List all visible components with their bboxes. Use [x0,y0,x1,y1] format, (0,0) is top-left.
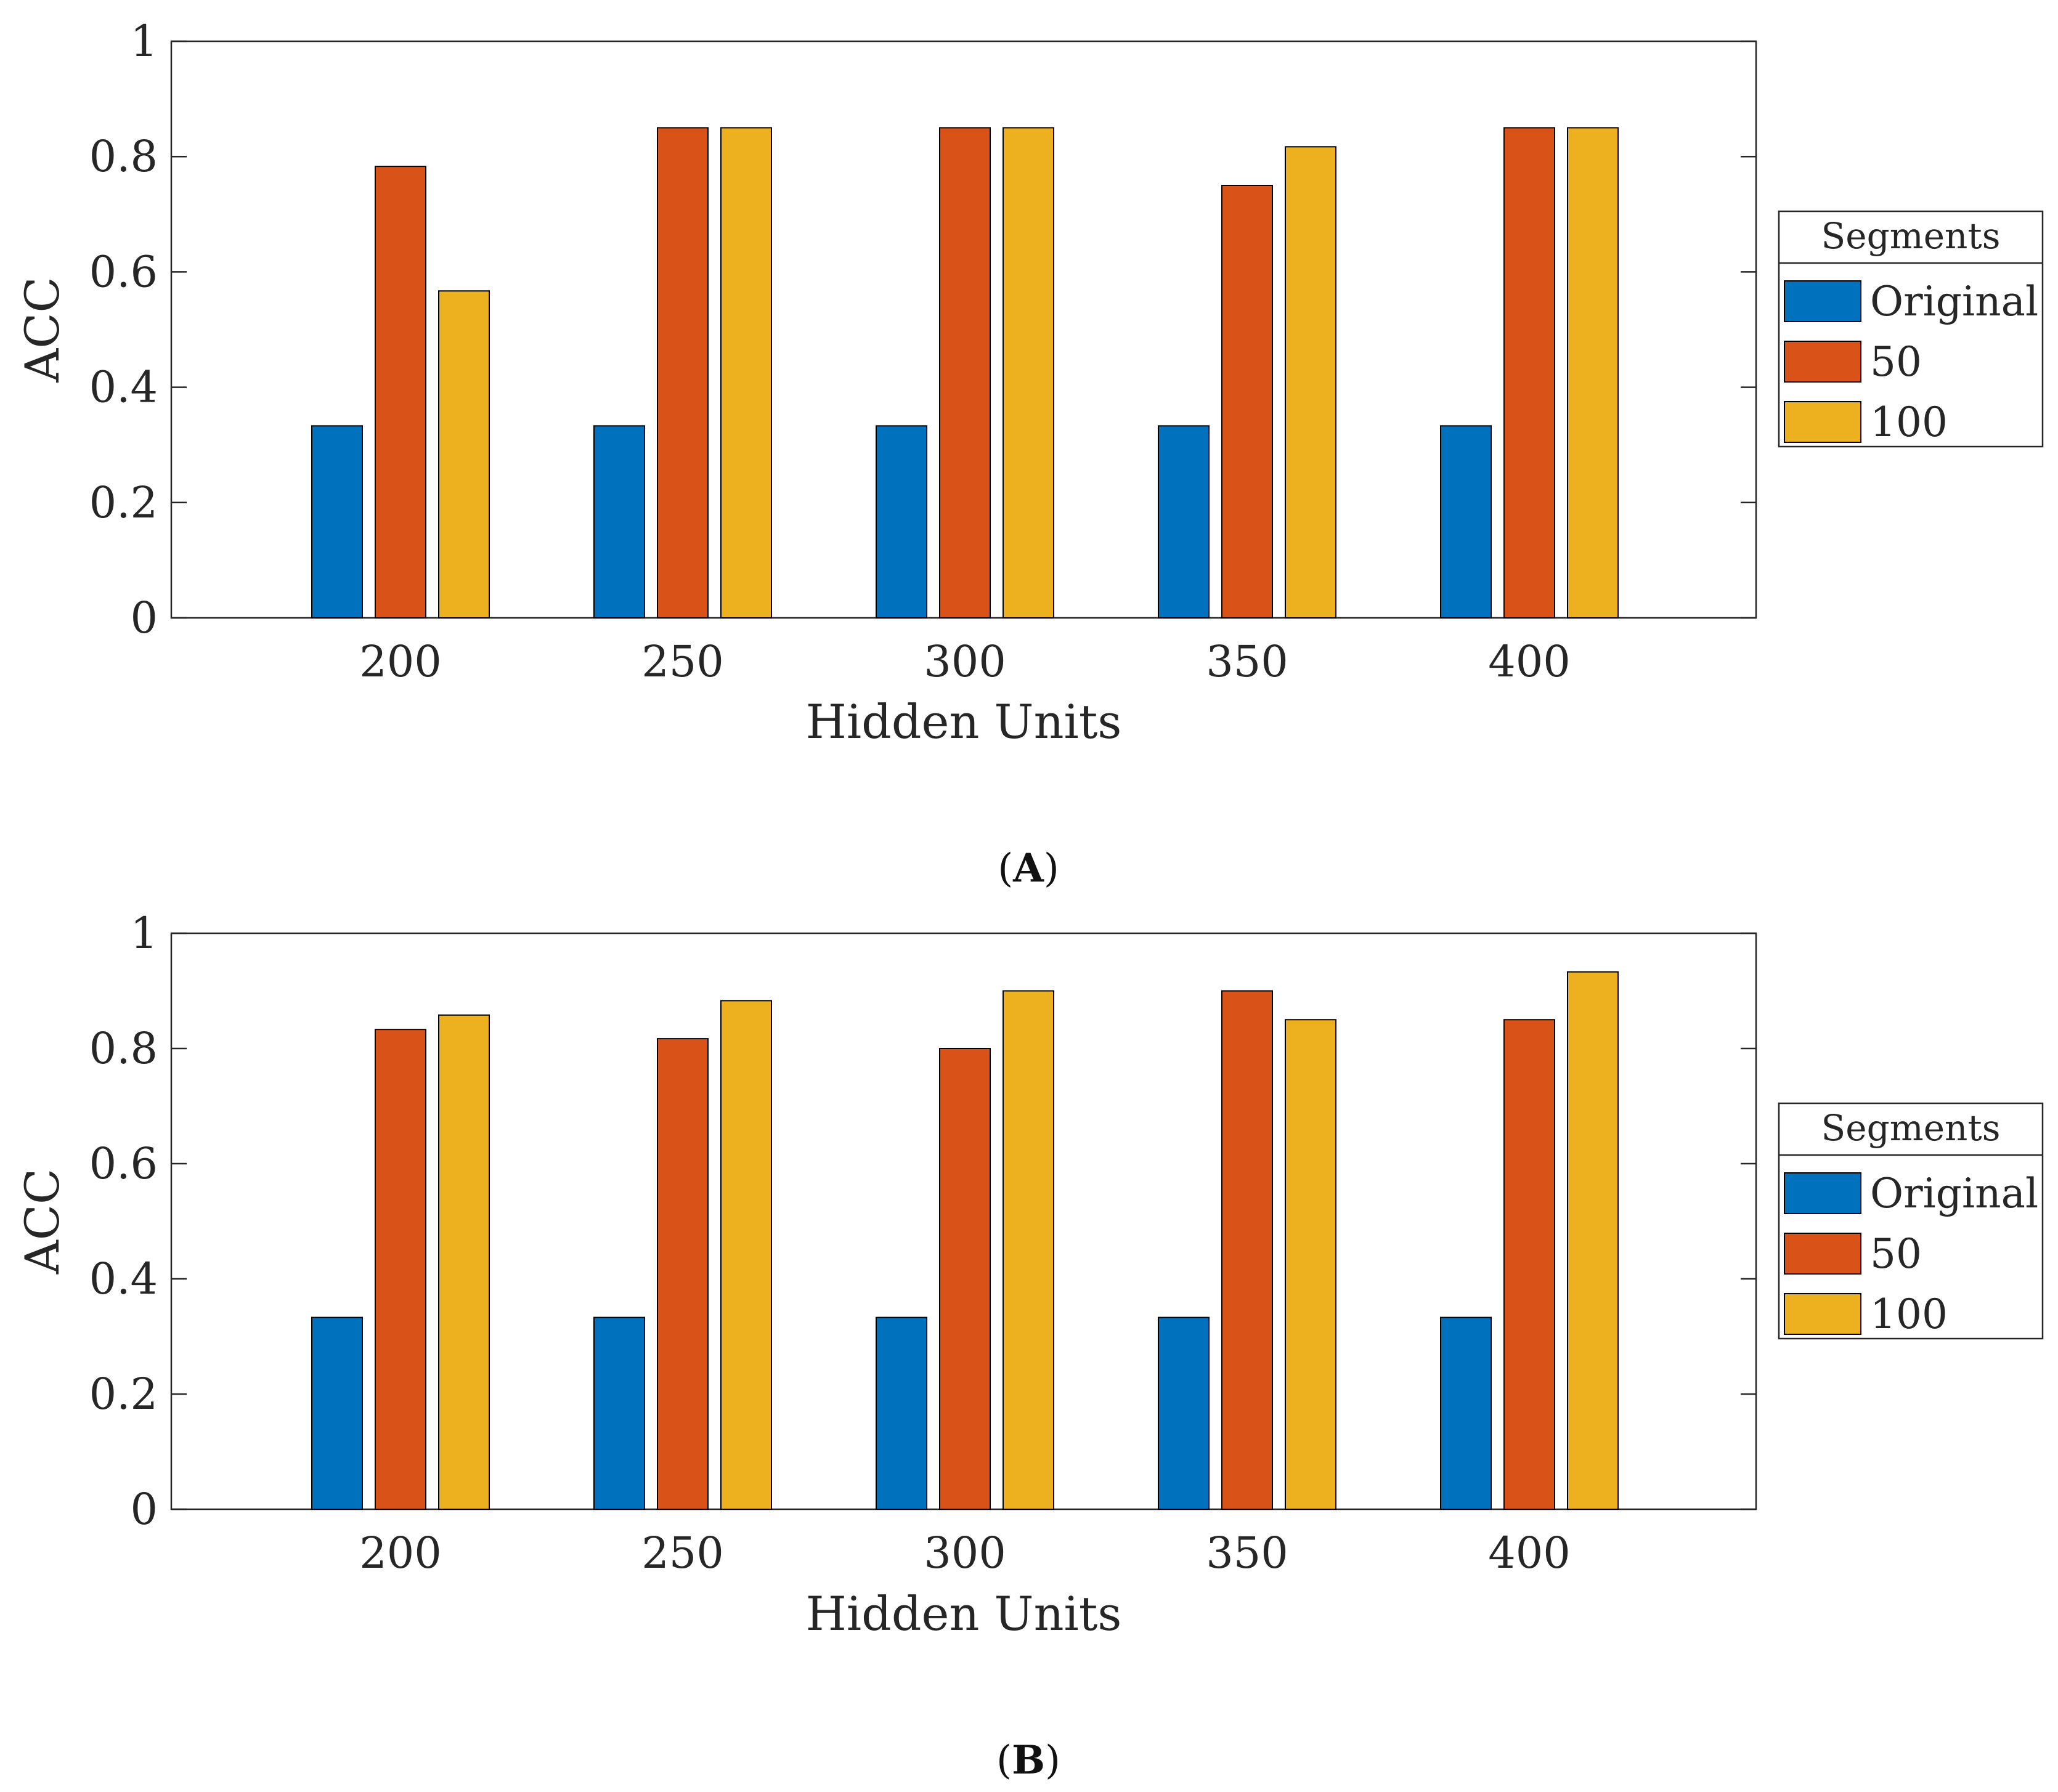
bar-100-250 [720,127,772,618]
y-axis-label: ACC [15,277,70,383]
bar-50-400 [1503,1019,1555,1510]
x-tick-label: 400 [1488,636,1571,687]
x-tick-label: 250 [641,1528,724,1578]
bar-100-300 [1003,127,1054,618]
x-tick-label: 300 [924,1528,1006,1578]
y-tick-label: 0.8 [89,131,158,182]
panel-label: (A) [998,845,1059,891]
chart-panel-a: 0 0.2 0.4 0.6 0.8 1 200 250 300 350 400 Hidden Unit… [15,16,2044,891]
y-tick-label: 0 [130,593,158,643]
bar-100-350 [1285,1019,1336,1510]
legend-swatch-100 [1784,1293,1861,1335]
legend-label-100: 100 [1870,1291,1948,1338]
bar-50-350 [1221,185,1273,618]
y-tick-label: 0.8 [89,1023,158,1074]
bar-50-250 [657,127,709,618]
bar-100-250 [720,1000,772,1510]
x-tick-label: 300 [924,636,1006,687]
bar-original-350 [1158,425,1210,618]
bar-50-200 [375,1029,426,1510]
bar-50-200 [375,166,426,618]
bar-100-400 [1567,127,1619,618]
x-tick-label: 350 [1206,1528,1288,1578]
legend-swatch-50 [1784,1233,1861,1275]
bar-100-200 [438,290,490,618]
y-tick-label: 0.2 [89,1369,158,1419]
legend-label-50: 50 [1870,1230,1922,1278]
y-axis-label: ACC [15,1169,70,1275]
legend-swatch-100 [1784,401,1861,443]
bar-original-250 [593,1316,645,1510]
bar-50-300 [939,127,991,618]
x-axis-label: Hidden Units [806,1586,1122,1641]
bar-original-200 [311,1316,363,1510]
legend-label-original: Original [1870,278,2038,325]
bar-50-250 [657,1038,709,1510]
legend-swatch-original [1784,1172,1861,1214]
y-tick-label: 0 [130,1484,158,1535]
legend-title: Segments [1821,1107,2001,1149]
bar-original-300 [876,425,927,618]
x-axis-label: Hidden Units [806,694,1122,749]
bar-100-350 [1285,146,1336,618]
bar-50-350 [1221,990,1273,1510]
y-tick-label: 0.4 [89,1254,158,1304]
bar-original-250 [593,425,645,618]
bar-100-400 [1567,971,1619,1510]
y-tick-label: 1 [130,16,158,67]
legend-label-original: Original [1870,1170,2038,1217]
y-tick-label: 0.4 [89,362,158,413]
bar-original-400 [1440,425,1492,618]
chart-panel-b: 0 0.2 0.4 0.6 0.8 1 200 250 300 350 400 Hidden Unit… [15,908,2044,1783]
y-tick-label: 0.6 [89,246,158,297]
y-tick-label: 0.6 [89,1138,158,1189]
legend-label-50: 50 [1870,338,1922,386]
legend: Segments Original 50 100 [1778,210,2044,448]
legend-swatch-50 [1784,341,1861,383]
bar-original-200 [311,425,363,618]
bar-original-400 [1440,1316,1492,1510]
bar-50-400 [1503,127,1555,618]
x-tick-label: 400 [1488,1528,1571,1578]
y-tick-label: 1 [130,908,158,959]
panel-label: (B) [996,1737,1060,1783]
bar-100-300 [1003,990,1054,1510]
x-tick-label: 350 [1206,636,1288,687]
x-tick-label: 200 [359,1528,442,1578]
bar-original-350 [1158,1316,1210,1510]
y-tick-label: 0.2 [89,477,158,528]
legend-box [1778,210,2044,448]
bar-50-300 [939,1048,991,1510]
bar-100-200 [438,1014,490,1510]
x-tick-label: 250 [641,636,724,687]
legend-label-100: 100 [1870,399,1948,446]
x-tick-label: 200 [359,636,442,687]
legend-swatch-original [1784,280,1861,322]
legend-title: Segments [1821,215,2001,257]
legend: Segments Original 50 100 [1778,1102,2044,1340]
bar-original-300 [876,1316,927,1510]
